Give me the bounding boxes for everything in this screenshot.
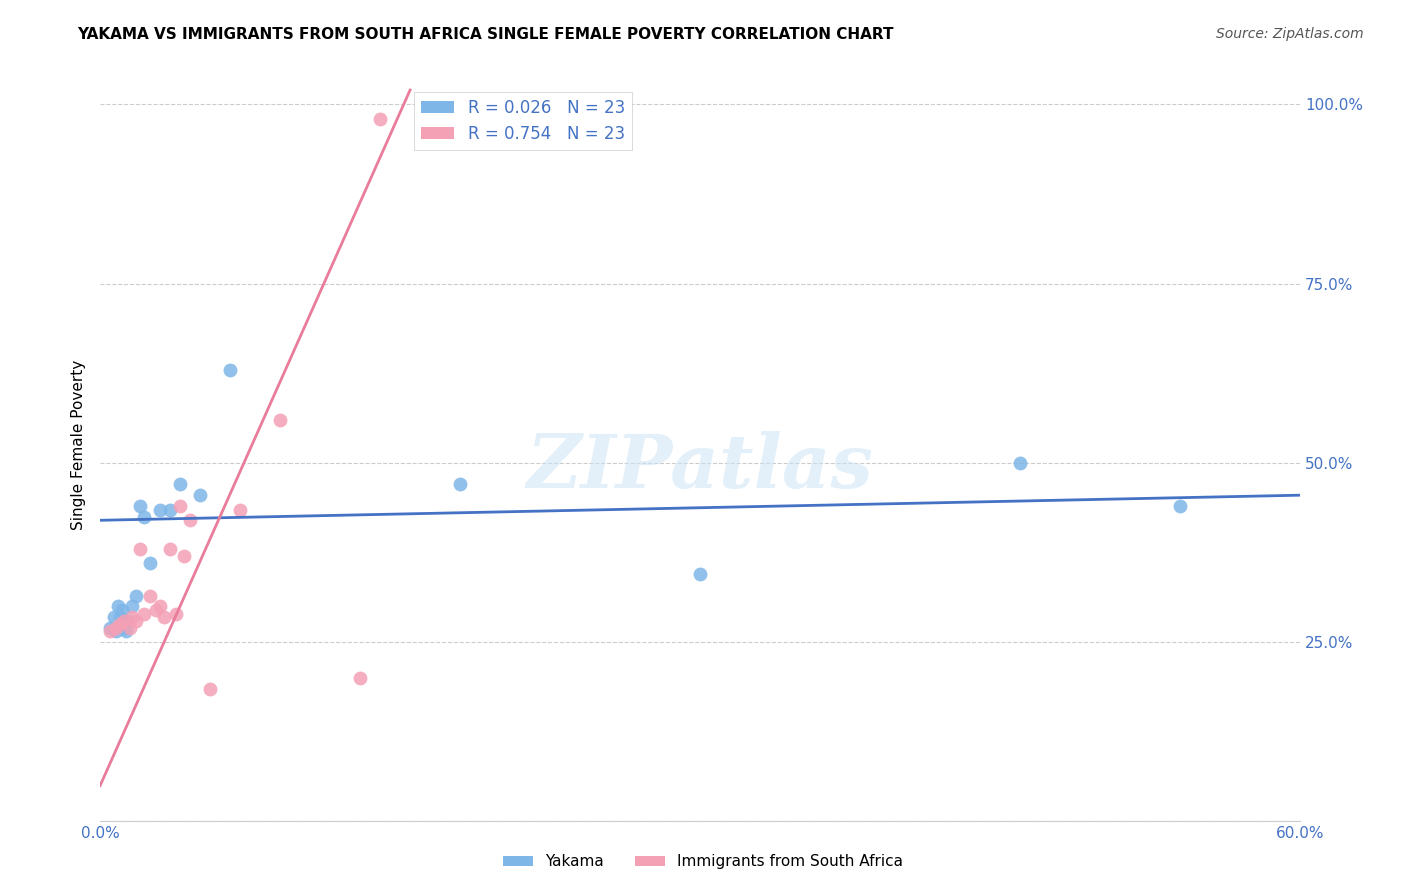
- Text: ZIPatlas: ZIPatlas: [527, 432, 873, 504]
- Point: [269, 413, 291, 427]
- Y-axis label: Single Female Poverty: Single Female Poverty: [72, 359, 86, 530]
- Point: [108, 610, 131, 624]
- Point: [139, 589, 162, 603]
- Point: [129, 541, 152, 556]
- Legend: Yakama, Immigrants from South Africa: Yakama, Immigrants from South Africa: [496, 848, 910, 875]
- Point: [105, 621, 128, 635]
- Point: [117, 614, 139, 628]
- Point: [139, 557, 162, 571]
- Text: Source: ZipAtlas.com: Source: ZipAtlas.com: [1216, 27, 1364, 41]
- Point: [121, 610, 143, 624]
- Point: [229, 502, 252, 516]
- Point: [149, 502, 172, 516]
- Point: [145, 603, 167, 617]
- Point: [125, 589, 148, 603]
- Point: [349, 671, 371, 685]
- Point: [121, 599, 143, 614]
- Point: [169, 477, 191, 491]
- Point: [107, 599, 129, 614]
- Legend: R = 0.026   N = 23, R = 0.754   N = 23: R = 0.026 N = 23, R = 0.754 N = 23: [415, 92, 631, 150]
- Point: [159, 541, 181, 556]
- Point: [1168, 499, 1191, 513]
- Point: [98, 624, 121, 639]
- Point: [179, 513, 201, 527]
- Point: [165, 607, 187, 621]
- Point: [111, 603, 134, 617]
- Point: [112, 614, 135, 628]
- Text: YAKAMA VS IMMIGRANTS FROM SOUTH AFRICA SINGLE FEMALE POVERTY CORRELATION CHART: YAKAMA VS IMMIGRANTS FROM SOUTH AFRICA S…: [77, 27, 894, 42]
- Point: [129, 499, 152, 513]
- Point: [689, 567, 711, 582]
- Point: [103, 610, 125, 624]
- Point: [125, 614, 148, 628]
- Point: [134, 509, 156, 524]
- Point: [149, 599, 172, 614]
- Point: [173, 549, 195, 563]
- Point: [108, 617, 131, 632]
- Point: [368, 112, 391, 126]
- Point: [98, 621, 121, 635]
- Point: [120, 621, 142, 635]
- Point: [134, 607, 156, 621]
- Point: [115, 624, 138, 639]
- Point: [153, 610, 176, 624]
- Point: [105, 624, 128, 639]
- Point: [112, 621, 135, 635]
- Point: [169, 499, 191, 513]
- Point: [188, 488, 211, 502]
- Point: [219, 362, 242, 376]
- Point: [1008, 456, 1031, 470]
- Point: [449, 477, 471, 491]
- Point: [159, 502, 181, 516]
- Point: [198, 681, 221, 696]
